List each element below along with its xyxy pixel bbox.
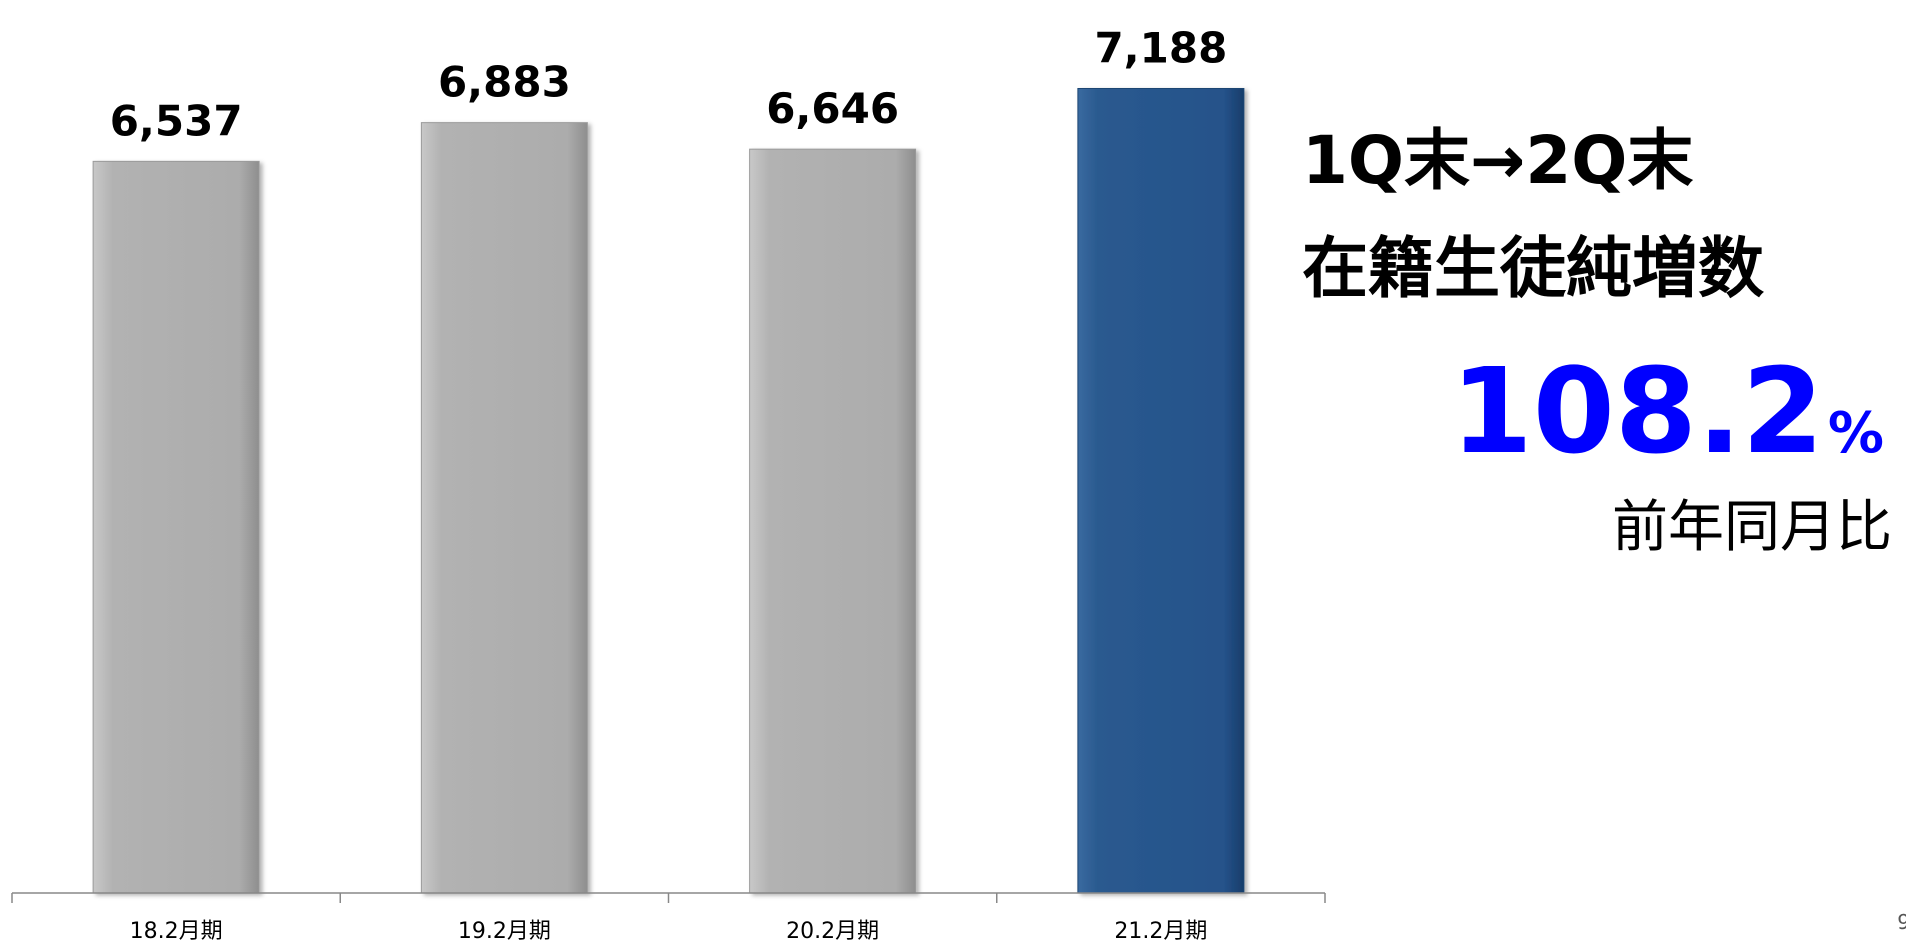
data-label-20.2月期: 6,646 [766, 84, 899, 133]
tick-label-18.2月期: 18.2月期 [130, 919, 223, 942]
data-label-18.2月期: 6,537 [110, 96, 243, 145]
tick-label-21.2月期: 21.2月期 [1114, 919, 1207, 942]
bar-20.2月期 [749, 148, 917, 894]
tick-label-20.2月期: 20.2月期 [786, 919, 879, 942]
page-number: 9 [1897, 910, 1906, 934]
tick-label-19.2月期: 19.2月期 [458, 919, 551, 942]
data-label-21.2月期: 7,188 [1094, 23, 1227, 72]
headline-metric: 在籍生徒純増数 [1302, 230, 1764, 307]
summary-panel: 1Q末→2Q末 在籍生徒純増数 108.2% 前年同月比 9 [1290, 0, 1906, 942]
headline-period: 1Q末→2Q末 [1302, 122, 1694, 199]
data-label-19.2月期: 6,883 [438, 58, 571, 107]
ratio-value: 108.2 [1450, 342, 1824, 480]
bar-18.2月期 [92, 160, 260, 894]
ratio-figure: 108.2% [1451, 352, 1884, 470]
bar-chart: 6,537 18.2月期 6,883 19.2月期 6,646 20.2月期 7,188 21… [11, 23, 1326, 942]
bar-19.2月期 [420, 122, 588, 894]
ratio-caption: 前年同月比 [1612, 495, 1892, 560]
ratio-unit: % [1827, 401, 1884, 466]
bar-21.2月期 [1077, 87, 1245, 894]
